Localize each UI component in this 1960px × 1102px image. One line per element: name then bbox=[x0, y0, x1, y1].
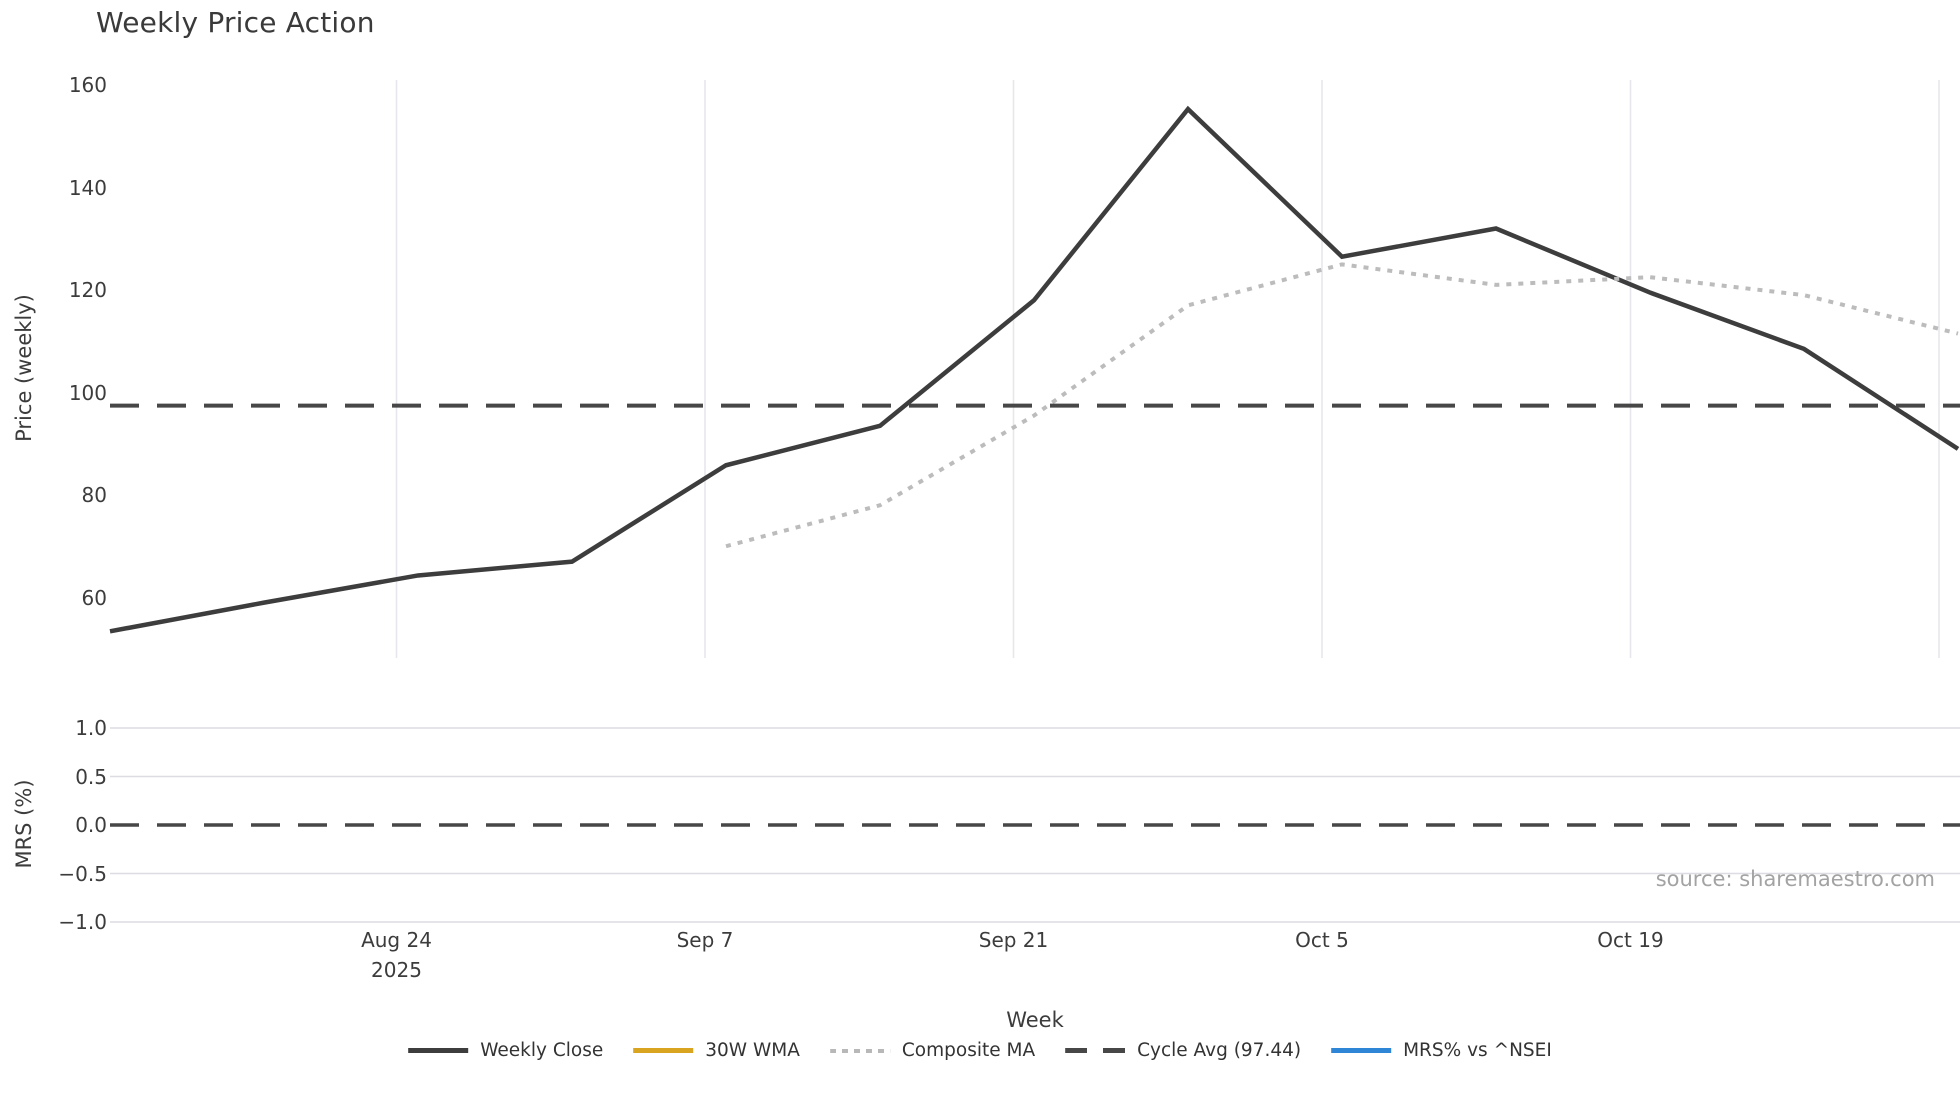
legend-swatch-dashed bbox=[1065, 1048, 1126, 1053]
week-tick-label: Aug 24 bbox=[361, 928, 432, 952]
legend-swatch-solid bbox=[633, 1048, 694, 1053]
legend-label: MRS% vs ^NSEI bbox=[1403, 1040, 1552, 1061]
legend-swatch-solid bbox=[408, 1048, 469, 1053]
legend-swatch-solid bbox=[1331, 1048, 1392, 1053]
legend-label: 30W WMA bbox=[705, 1040, 800, 1061]
legend-item: Weekly Close bbox=[408, 1040, 603, 1061]
legend-item: Composite MA bbox=[829, 1040, 1036, 1061]
legend: Weekly Close 30W WMA Composite MA Cycle Avg… bbox=[408, 1040, 1552, 1061]
week-tick-label: Oct 19 bbox=[1597, 928, 1664, 952]
legend-item: MRS% vs ^NSEI bbox=[1331, 1040, 1552, 1061]
legend-label: Weekly Close bbox=[480, 1040, 604, 1061]
week-tick-label: Sep 7 bbox=[676, 928, 734, 952]
price-tick-label: 140 bbox=[68, 175, 107, 200]
mrs-tick-label: 0.0 bbox=[75, 813, 107, 837]
legend-label: Composite MA bbox=[901, 1040, 1036, 1061]
legend-item: 30W WMA bbox=[633, 1040, 800, 1061]
mrs-axis-label: MRS (%) bbox=[12, 779, 36, 869]
legend-label: Cycle Avg (97.44) bbox=[1137, 1040, 1302, 1061]
price-tick-label: 160 bbox=[68, 73, 107, 97]
mrs-tick-label: −0.5 bbox=[58, 861, 107, 886]
price-tick-label: 120 bbox=[68, 278, 107, 302]
mrs-tick-label: 0.5 bbox=[75, 764, 107, 789]
price-tick-label: 80 bbox=[81, 483, 107, 507]
week-axis-label: Week bbox=[1006, 1008, 1064, 1032]
price-axis-label: Price (weekly) bbox=[12, 294, 36, 442]
chart-title: Weekly Price Action bbox=[96, 6, 375, 39]
price-tick-label: 100 bbox=[68, 380, 107, 405]
legend-item: Cycle Avg (97.44) bbox=[1065, 1040, 1301, 1061]
price-tick-label: 60 bbox=[81, 585, 107, 610]
weekly-close-line bbox=[109, 105, 1960, 634]
week-tick-label: Oct 5 bbox=[1295, 928, 1349, 952]
mrs-tick-label: 1.0 bbox=[75, 716, 107, 740]
week-tick-label: Sep 21 bbox=[978, 928, 1049, 952]
legend-swatch-dotted bbox=[829, 1048, 890, 1053]
mrs-tick-label: −1.0 bbox=[58, 910, 107, 934]
year-tick-label: 2025 bbox=[371, 958, 422, 982]
source-watermark: source: sharemaestro.com bbox=[1655, 867, 1935, 891]
composite-ma-line bbox=[725, 262, 1959, 549]
